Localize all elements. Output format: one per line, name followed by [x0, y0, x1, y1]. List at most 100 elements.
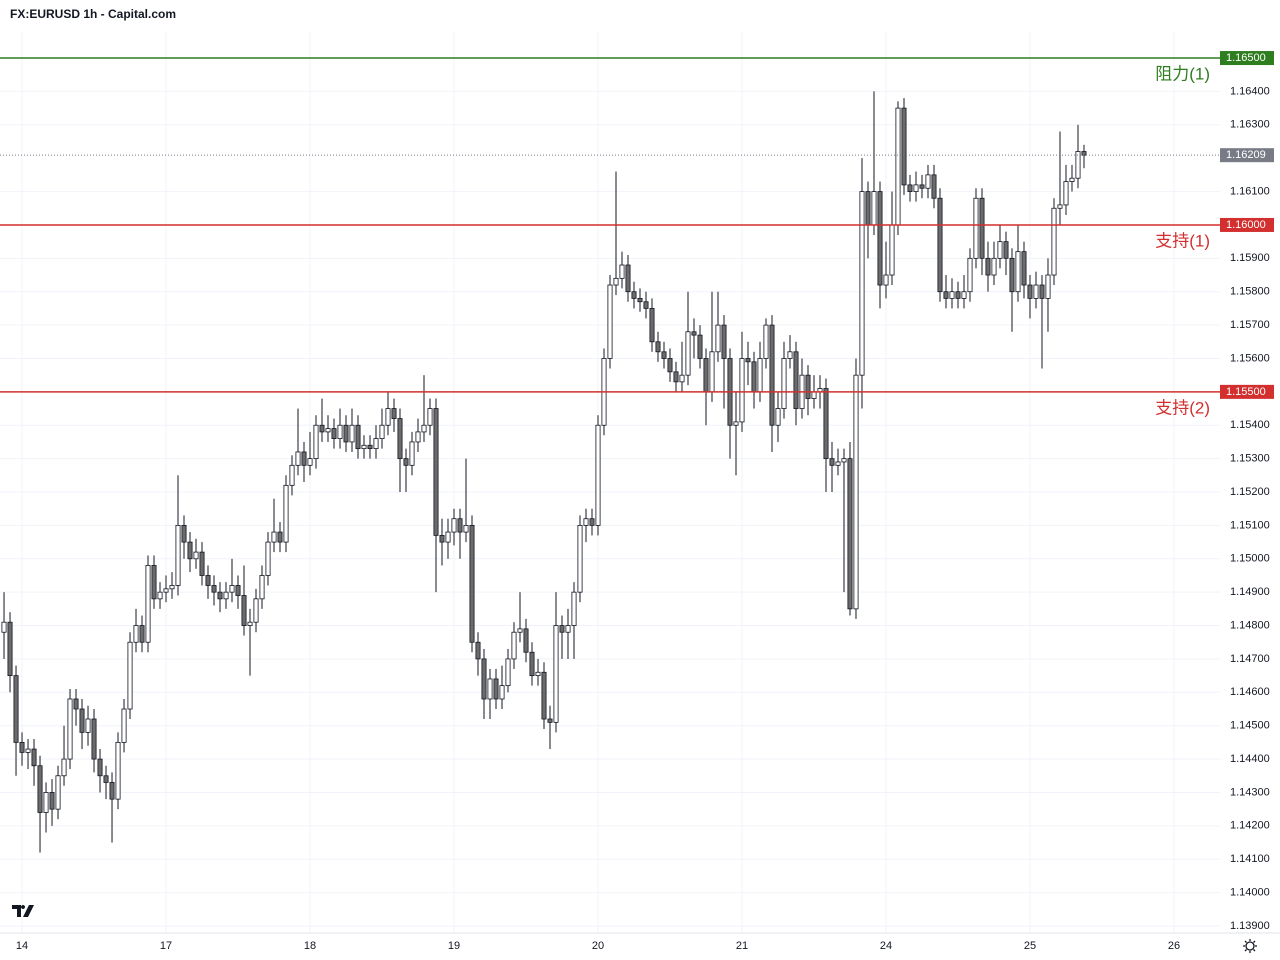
- candle-body: [1081, 151, 1087, 156]
- candle-body: [781, 358, 787, 409]
- candle-body: [223, 591, 229, 600]
- candle-body: [853, 374, 859, 610]
- candle-body: [769, 324, 775, 426]
- y-tick-label: 1.14000: [1230, 887, 1270, 899]
- candle-body: [49, 792, 55, 810]
- candle-body: [565, 625, 571, 633]
- candle-body: [79, 708, 85, 733]
- y-tick-label: 1.16300: [1230, 119, 1270, 131]
- price-label-box: [1220, 217, 1274, 232]
- candle-body: [607, 284, 613, 359]
- candle-body: [373, 438, 379, 450]
- candle-body: [643, 301, 649, 309]
- price-label: 1.16209: [1226, 149, 1266, 161]
- candle-body: [775, 408, 781, 426]
- candle-body: [187, 541, 193, 560]
- candle-body: [997, 241, 1003, 259]
- candle-body: [85, 718, 91, 733]
- candle-body: [211, 585, 217, 593]
- candle-body: [355, 424, 361, 450]
- y-tick-label: 1.15300: [1230, 453, 1270, 465]
- candle-body: [703, 358, 709, 393]
- x-tick-label: 24: [880, 940, 892, 952]
- candle-body: [319, 424, 325, 433]
- x-tick-label: 14: [16, 940, 28, 952]
- candle-body: [55, 775, 61, 810]
- candle-body: [973, 197, 979, 259]
- candle-body: [109, 782, 115, 800]
- candle-body: [991, 257, 997, 276]
- x-tick-label: 26: [1168, 940, 1180, 952]
- candle-body: [487, 678, 493, 700]
- candle-body: [1075, 151, 1081, 179]
- candle-body: [25, 748, 31, 753]
- x-tick-label: 19: [448, 940, 460, 952]
- candle-body: [133, 625, 139, 643]
- candle-body: [847, 458, 853, 610]
- candle-body: [391, 408, 397, 419]
- candle-body: [259, 575, 265, 600]
- candle-body: [877, 191, 883, 286]
- candle-body: [277, 531, 283, 543]
- candle-body: [325, 428, 331, 433]
- x-tick-label: 21: [736, 940, 748, 952]
- candle-body: [763, 324, 769, 359]
- gear-teeth[interactable]: [1243, 939, 1257, 953]
- candle-body: [679, 374, 685, 383]
- candle-body: [337, 424, 343, 440]
- candle-body: [871, 191, 877, 226]
- candle-body: [667, 358, 673, 373]
- chart-title: FX:EURUSD 1h - Capital.com: [10, 7, 176, 21]
- candle-body: [901, 107, 907, 186]
- candle-body: [139, 625, 145, 643]
- x-tick-label: 17: [160, 940, 172, 952]
- y-tick-label: 1.14800: [1230, 619, 1270, 631]
- candle-body: [247, 621, 253, 626]
- candle-body: [619, 264, 625, 279]
- candle-body: [985, 257, 991, 276]
- candle-body: [97, 758, 103, 777]
- candle-body: [205, 575, 211, 586]
- candle-body: [757, 358, 763, 393]
- candle-body: [283, 484, 289, 543]
- candle-body: [145, 565, 151, 643]
- candle-body: [481, 658, 487, 700]
- candle-body: [409, 441, 415, 466]
- candle-body: [721, 324, 727, 359]
- candle-body: [19, 741, 25, 753]
- candle-body: [625, 264, 631, 293]
- y-tick-label: 1.15200: [1230, 486, 1270, 498]
- y-tick-label: 1.14300: [1230, 786, 1270, 798]
- candle-body: [241, 595, 247, 626]
- candle-body: [103, 775, 109, 783]
- candle-body: [613, 277, 619, 286]
- candle-body: [265, 541, 271, 576]
- tv-logo: [10, 903, 38, 919]
- candle-body: [7, 621, 13, 677]
- candle-body: [253, 598, 259, 623]
- candle-body: [1033, 284, 1039, 299]
- candle-body: [1015, 251, 1021, 293]
- candle-body: [37, 765, 43, 813]
- candle-body: [883, 274, 889, 286]
- candle-body: [571, 591, 577, 626]
- price-label-box: [1220, 148, 1274, 163]
- candle-body: [43, 792, 49, 813]
- candle-body: [859, 191, 865, 376]
- settings-icon[interactable]: [1243, 939, 1257, 953]
- candle-body: [583, 518, 589, 526]
- gear-inner[interactable]: [1245, 941, 1255, 951]
- candle-body: [967, 257, 973, 293]
- candle-body: [559, 625, 565, 633]
- candle-body: [199, 551, 205, 576]
- candles: [1, 91, 1087, 853]
- candle-body: [547, 718, 553, 723]
- candle-body: [415, 431, 421, 443]
- candle-body: [979, 197, 985, 259]
- level-annotation: 支持(1): [1155, 231, 1210, 250]
- candle-body: [955, 291, 961, 299]
- y-tick-label: 1.16400: [1230, 85, 1270, 97]
- candle-body: [577, 524, 583, 593]
- candle-body: [535, 671, 541, 677]
- y-tick-label: 1.14500: [1230, 720, 1270, 732]
